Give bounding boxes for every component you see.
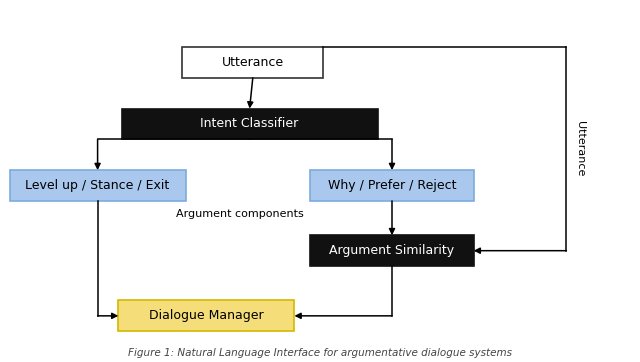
- FancyBboxPatch shape: [118, 300, 294, 331]
- Text: Utterance: Utterance: [575, 121, 586, 177]
- Text: Why / Prefer / Reject: Why / Prefer / Reject: [328, 179, 456, 192]
- Text: Argument Similarity: Argument Similarity: [330, 244, 454, 257]
- Text: Dialogue Manager: Dialogue Manager: [149, 310, 264, 322]
- FancyBboxPatch shape: [122, 109, 378, 139]
- Text: Utterance: Utterance: [221, 56, 284, 69]
- Text: Argument components: Argument components: [176, 210, 304, 219]
- FancyBboxPatch shape: [10, 170, 186, 201]
- FancyBboxPatch shape: [310, 235, 474, 266]
- FancyBboxPatch shape: [310, 170, 474, 201]
- Text: Intent Classifier: Intent Classifier: [200, 118, 299, 130]
- Text: Level up / Stance / Exit: Level up / Stance / Exit: [26, 179, 170, 192]
- FancyBboxPatch shape: [182, 47, 323, 78]
- Text: Figure 1: Natural Language Interface for argumentative dialogue systems: Figure 1: Natural Language Interface for…: [128, 348, 512, 358]
